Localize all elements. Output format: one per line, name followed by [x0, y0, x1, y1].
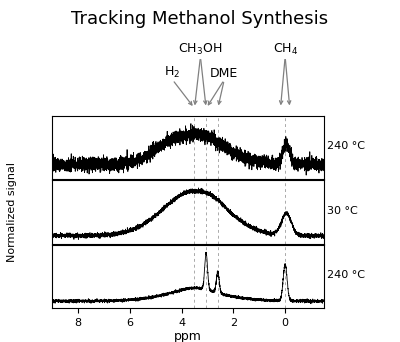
Text: CH$_3$OH: CH$_3$OH: [178, 42, 222, 57]
Text: DME: DME: [210, 67, 238, 80]
Text: 240 °C: 240 °C: [327, 141, 365, 151]
Text: CH$_4$: CH$_4$: [272, 42, 298, 57]
X-axis label: ppm: ppm: [174, 330, 202, 342]
Text: 240 °C: 240 °C: [327, 270, 365, 280]
Text: Tracking Methanol Synthesis: Tracking Methanol Synthesis: [72, 10, 328, 28]
Text: H$_2$: H$_2$: [164, 65, 180, 80]
Text: 30 °C: 30 °C: [327, 206, 358, 215]
Text: Normalized signal: Normalized signal: [7, 162, 17, 262]
